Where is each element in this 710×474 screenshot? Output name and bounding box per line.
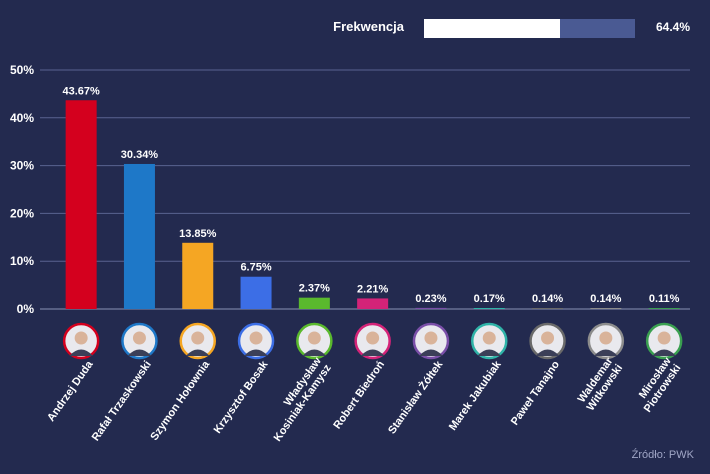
bar [123, 163, 155, 309]
value-label: 2.37% [299, 283, 330, 295]
candidate-avatar [471, 322, 508, 360]
y-tick-label: 0% [17, 302, 35, 316]
bar [473, 308, 505, 309]
bar [590, 308, 622, 309]
candidate-name: Andrzej Duda [45, 358, 96, 424]
value-label: 0.14% [590, 293, 621, 305]
bar [648, 308, 680, 309]
candidate-name: WaldemarWitkowski [575, 355, 626, 413]
source-note: Źródło: PWK [631, 449, 694, 461]
candidate-name: Stanisław Żółtek [385, 358, 446, 437]
y-tick-label: 40% [10, 111, 34, 125]
turnout-value: 64.4% [655, 20, 690, 34]
value-label: 0.23% [415, 293, 446, 305]
candidate-avatar [62, 322, 100, 360]
value-label: 2.21% [357, 283, 388, 295]
candidate-name: Marek Jakubiak [447, 358, 504, 433]
candidate-name: Szymon Hołownia [148, 358, 212, 443]
y-tick-label: 20% [10, 206, 34, 220]
y-tick-label: 50% [10, 63, 34, 77]
bar [532, 308, 564, 309]
bar [298, 297, 330, 309]
candidate-name: MirosławPiotrowski [632, 355, 684, 415]
bar [357, 298, 389, 309]
candidate-avatar [645, 322, 683, 360]
value-label: 0.17% [474, 293, 505, 305]
bar [65, 100, 97, 309]
candidate-avatar [237, 322, 275, 360]
candidate-name: WładysławKosiniak-Kamysz [262, 355, 334, 444]
candidate-avatar [587, 322, 625, 360]
bar [182, 242, 214, 309]
candidate-name: Paweł Tanajno [509, 359, 562, 428]
candidate-avatar [529, 322, 566, 360]
value-label: 0.11% [649, 293, 680, 305]
candidate-name: Robert Biedroń [331, 359, 387, 432]
value-label: 6.75% [240, 262, 271, 274]
bar [240, 276, 272, 309]
candidate-avatar [179, 322, 216, 360]
y-tick-label: 30% [10, 159, 34, 173]
candidate-avatar [121, 322, 158, 360]
candidate-avatar [296, 322, 333, 360]
bar [415, 307, 447, 309]
candidate-avatar [354, 322, 391, 360]
turnout-progress-fill [424, 19, 560, 38]
candidate-name: Rafał Trzaskowski [90, 359, 154, 444]
turnout-progress-bar [424, 19, 635, 38]
turnout-label: Frekwencja [333, 19, 404, 34]
value-label: 13.85% [179, 228, 217, 240]
value-label: 0.14% [532, 293, 563, 305]
value-label: 43.67% [62, 85, 100, 97]
y-tick-label: 10% [10, 254, 34, 268]
candidate-name: Krzysztof Bosak [212, 358, 271, 436]
candidate-avatar [412, 322, 450, 360]
value-label: 30.34% [121, 149, 159, 161]
